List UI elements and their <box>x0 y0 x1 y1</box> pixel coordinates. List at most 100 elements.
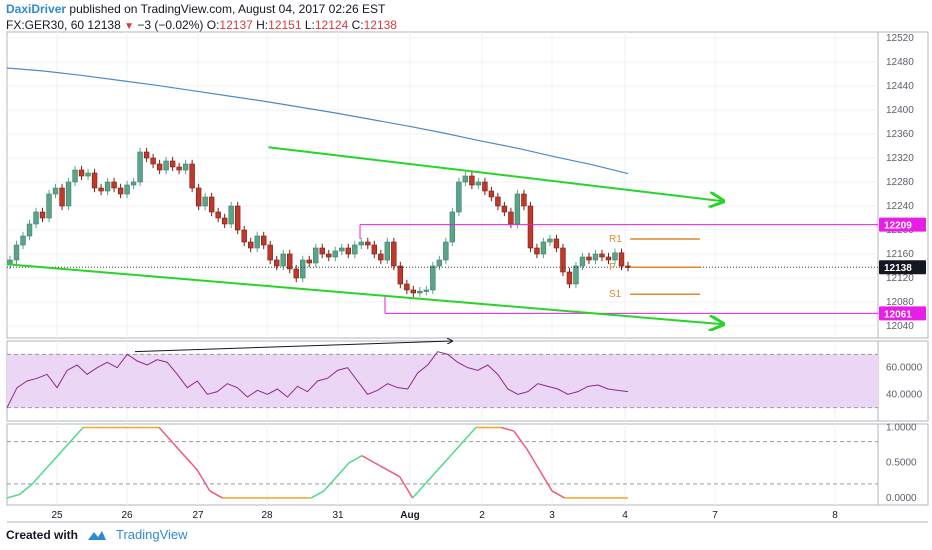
change-value: −3 (−0.02%) <box>137 18 204 32</box>
publish-info: DaxiDriver published on TradingView.com,… <box>6 2 385 16</box>
stoch-segment <box>69 427 84 443</box>
candle-body <box>540 241 547 255</box>
candle-body <box>46 193 52 219</box>
candle-body <box>417 290 423 294</box>
candle-body <box>456 181 462 213</box>
low-label: L: <box>304 18 315 32</box>
candle-body <box>313 247 319 264</box>
candle-body <box>261 235 267 246</box>
candle-body <box>72 169 78 183</box>
stoch-segment <box>209 490 223 499</box>
stoch-tick-label: 0.0000 <box>886 493 917 504</box>
time-tick-label: 8 <box>832 510 838 521</box>
rsi-divergence-line <box>134 341 452 353</box>
price-badge-label: 12138 <box>884 263 912 274</box>
candle-body <box>85 172 91 177</box>
price-badge-label: 12061 <box>884 309 912 320</box>
price-tick-label: 12400 <box>886 105 914 116</box>
candle-body <box>156 163 163 171</box>
candle-body <box>514 193 521 225</box>
time-tick-label: 4 <box>622 510 628 521</box>
tradingview-brand[interactable]: TradingView <box>116 527 188 542</box>
candle-body <box>423 289 430 292</box>
candle-body <box>443 241 449 261</box>
candle-body <box>91 172 98 189</box>
price-badge <box>879 217 926 232</box>
rsi-band <box>7 354 878 408</box>
candle-body <box>176 166 182 171</box>
price-tick-label: 12440 <box>886 81 914 92</box>
stoch-segment <box>171 441 185 457</box>
stoch-segment <box>196 469 211 492</box>
stoch-segment <box>386 469 401 478</box>
candle-body <box>332 250 338 258</box>
stoch-segment <box>525 448 540 471</box>
candle-body <box>189 163 195 189</box>
close-value: 12138 <box>363 18 397 32</box>
candle-body <box>579 256 586 267</box>
footer: Created with TradingView <box>6 527 188 542</box>
published-text: published on TradingView.com, August 04,… <box>69 2 386 16</box>
candle-body <box>599 253 605 258</box>
candle-body <box>371 244 377 255</box>
stoch-segment <box>44 455 59 471</box>
tradingview-logo-icon <box>88 530 107 540</box>
time-tick-label: 27 <box>192 510 204 521</box>
candle-body <box>59 187 65 207</box>
candle-body <box>163 160 169 171</box>
candle-body <box>410 289 417 294</box>
stoch-segment <box>411 483 426 499</box>
stoch-segment <box>335 462 350 478</box>
close-label: C: <box>351 18 364 32</box>
author-link[interactable]: DaxiDriver <box>6 2 67 16</box>
candle-body <box>365 241 371 246</box>
down-arrow-icon: ▼ <box>124 21 135 32</box>
candle-body <box>566 271 573 285</box>
stoch-segment <box>501 426 515 432</box>
time-tick-label: 26 <box>121 510 133 521</box>
candle-body <box>475 181 482 186</box>
stoch-segment <box>31 469 46 485</box>
pivot-label: P <box>609 262 616 273</box>
price-tick-label: 12520 <box>886 33 914 44</box>
candle-body <box>13 244 20 261</box>
time-tick-label: 2 <box>479 510 485 521</box>
price-tick-label: 12320 <box>886 153 914 164</box>
price-tick-label: 12080 <box>886 297 914 308</box>
candle-body <box>618 252 625 267</box>
candle-body <box>130 181 137 186</box>
symbol-info: FX:GER30, 60 12138 ▼ −3 (−0.02%) O:12137… <box>6 18 397 32</box>
candle-body <box>150 157 156 165</box>
price-axis-2 <box>877 340 929 422</box>
candle-body <box>560 247 566 273</box>
candle-body <box>345 247 351 255</box>
candle-body <box>78 169 85 177</box>
rsi-tick-label: 60.0000 <box>886 363 923 374</box>
pivot-label: R1 <box>609 234 622 245</box>
candle-body <box>430 265 436 291</box>
price-axis-3 <box>877 423 929 506</box>
price-axis-1 <box>877 31 929 339</box>
candle-body <box>391 241 397 267</box>
candle-body <box>404 283 410 291</box>
candle-body <box>137 151 143 183</box>
candle-body <box>521 193 527 207</box>
candle-body <box>208 196 215 213</box>
candle-body <box>26 223 33 237</box>
stoch-segment <box>183 455 198 471</box>
price-tick-label: 12160 <box>886 249 914 260</box>
candle-body <box>527 205 534 249</box>
candle-body <box>287 253 293 270</box>
candle-body <box>254 235 260 249</box>
candle-body <box>215 211 221 219</box>
stoch-segment <box>513 430 528 450</box>
candle-body <box>488 190 495 198</box>
candle-body <box>352 244 358 255</box>
candle-body <box>482 181 488 192</box>
stoch-tick-label: 1.0000 <box>886 423 917 434</box>
candle-body <box>143 151 150 159</box>
candle-body <box>202 196 208 207</box>
candle-body <box>234 205 241 231</box>
price-tick-label: 12240 <box>886 201 914 212</box>
